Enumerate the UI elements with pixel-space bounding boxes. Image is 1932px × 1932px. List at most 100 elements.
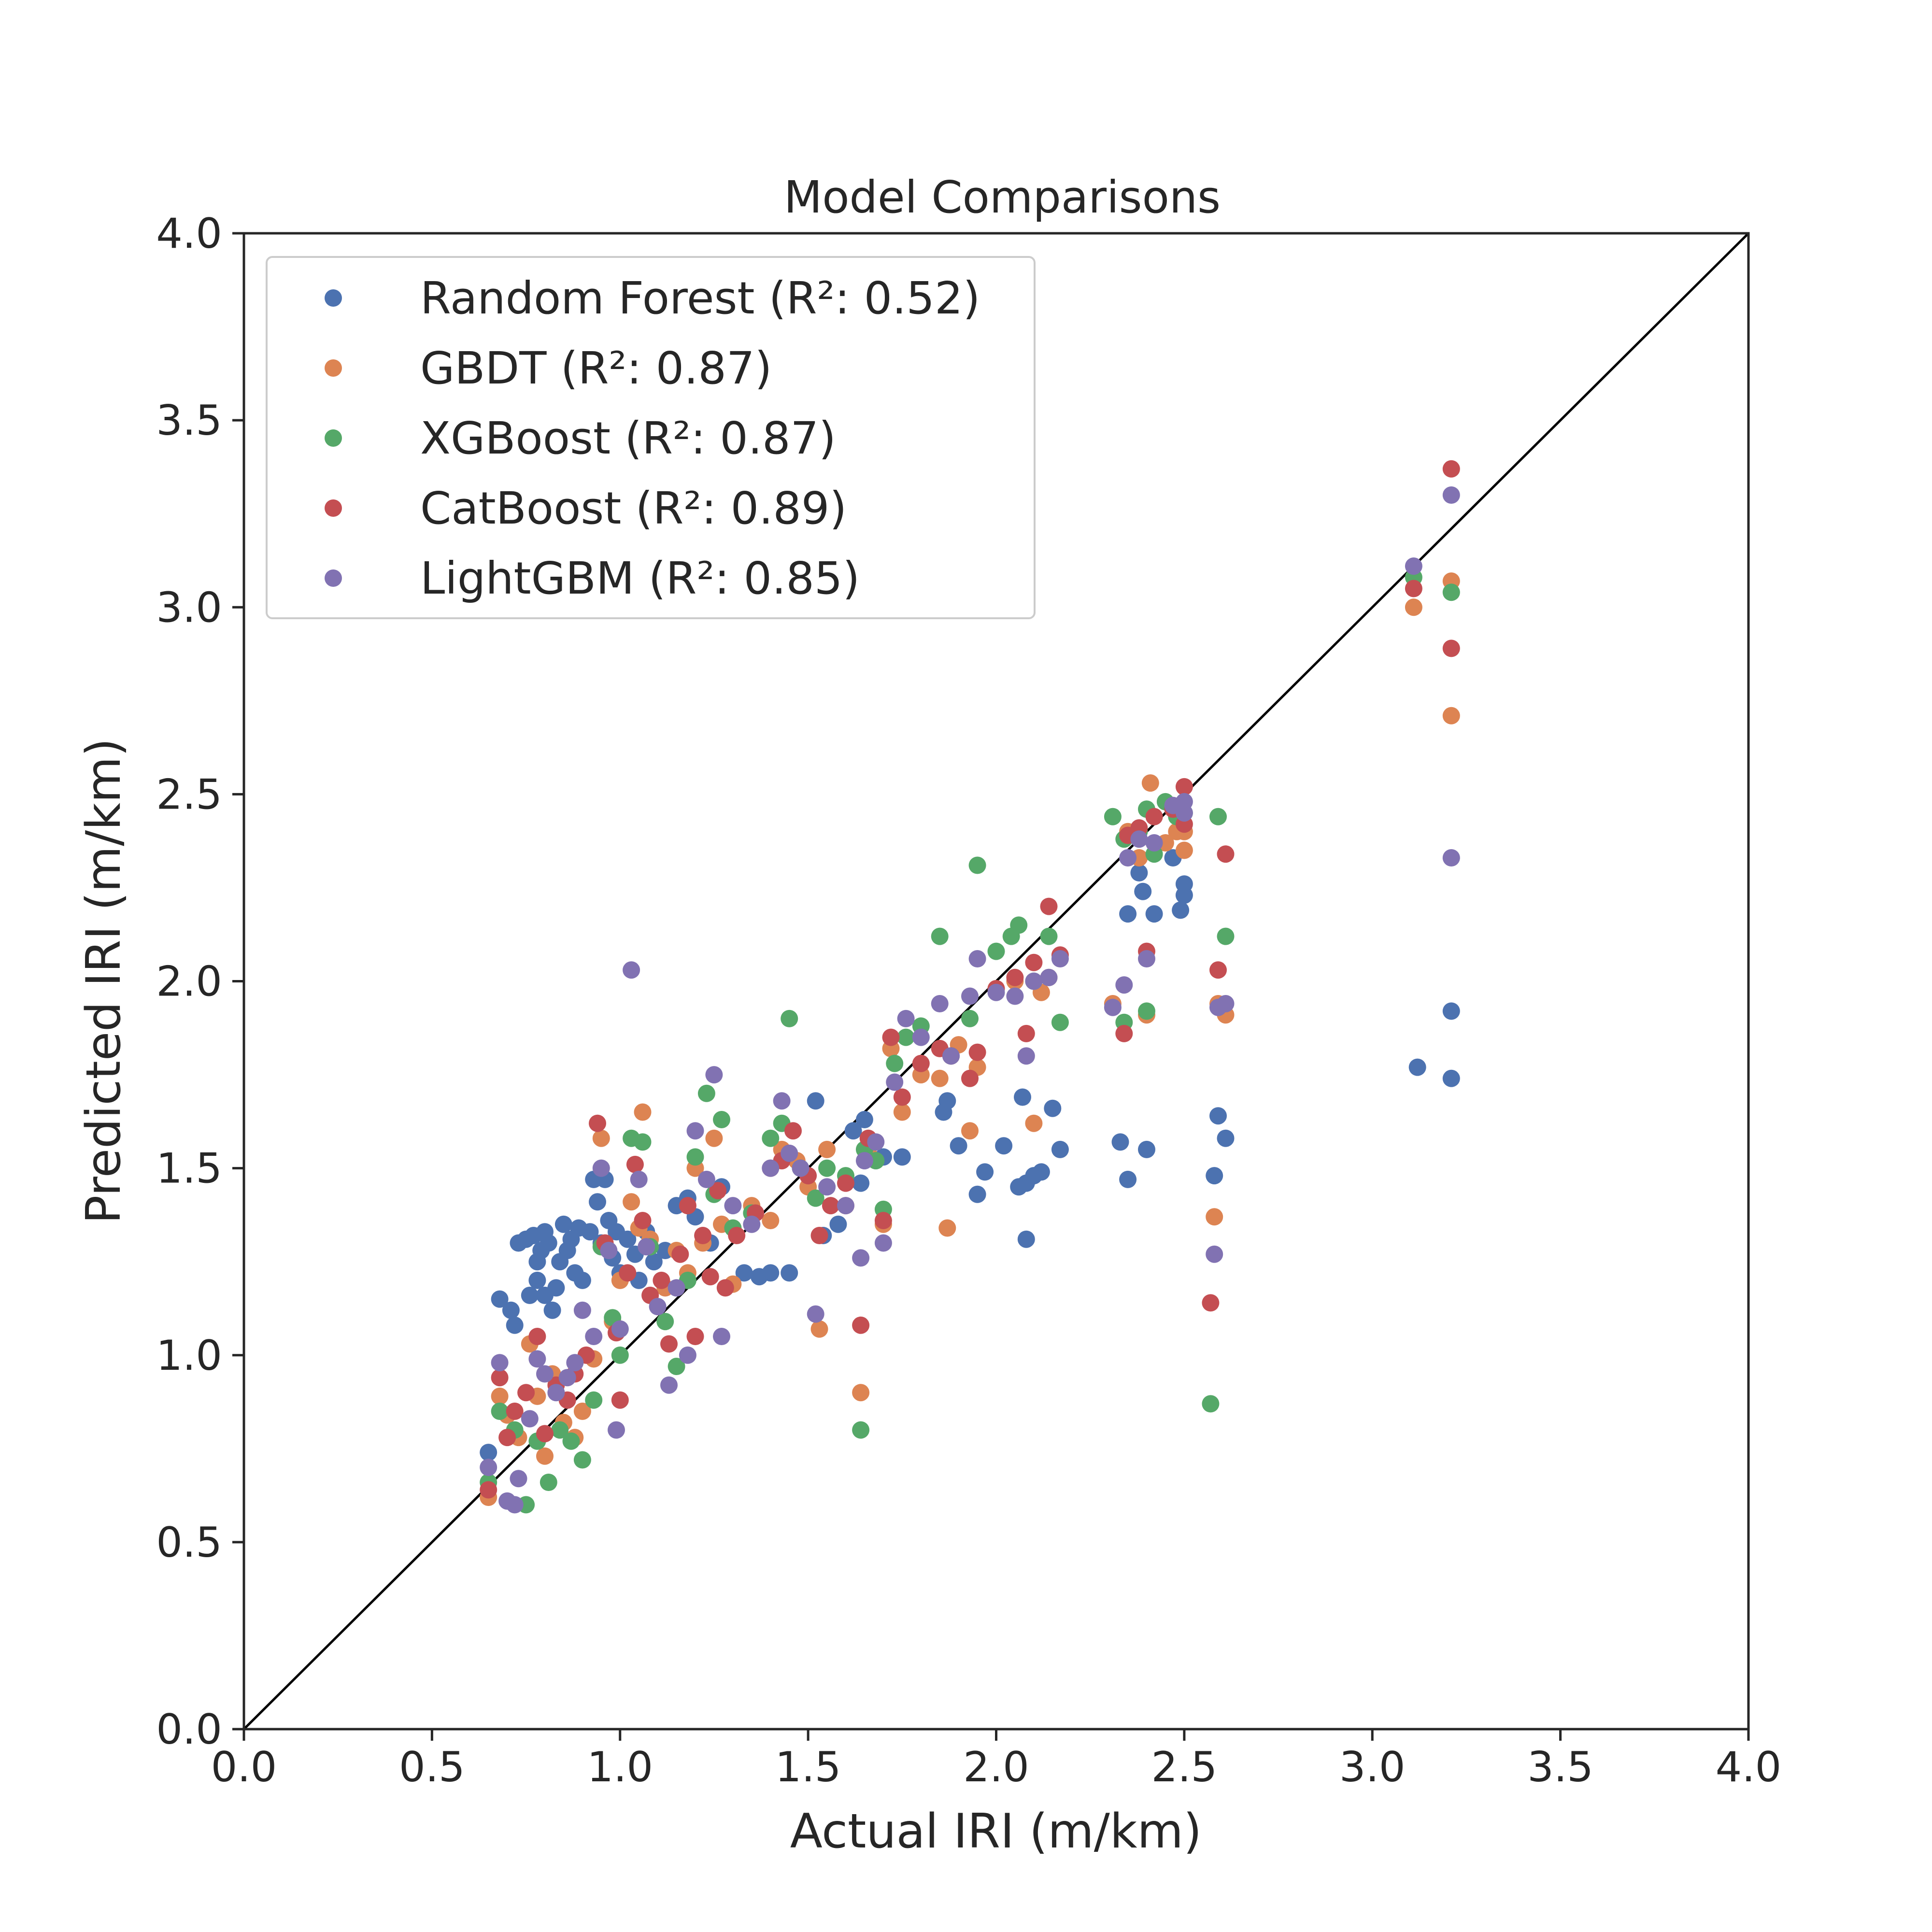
- data-point: [1217, 845, 1235, 863]
- data-point: [1172, 901, 1190, 919]
- data-point: [573, 1451, 591, 1469]
- data-point: [554, 1215, 572, 1233]
- data-point: [645, 1253, 663, 1271]
- legend-label: CatBoost (R²: 0.89): [420, 483, 847, 534]
- legend-marker: [325, 359, 342, 377]
- y-tick-label: 3.5: [156, 397, 222, 445]
- data-point: [528, 1271, 546, 1289]
- data-point: [1051, 950, 1069, 967]
- data-point: [638, 1238, 655, 1256]
- data-point: [762, 1159, 780, 1177]
- data-point: [822, 1197, 839, 1215]
- data-point: [1209, 808, 1227, 825]
- data-point: [1014, 1088, 1031, 1106]
- data-point: [912, 1054, 930, 1072]
- data-point: [585, 1328, 603, 1345]
- data-point: [1442, 460, 1460, 478]
- data-point: [781, 1009, 798, 1027]
- y-tick-label: 3.0: [156, 583, 222, 632]
- data-point: [968, 1043, 986, 1061]
- y-tick-label: 2.0: [156, 958, 222, 1006]
- data-point: [852, 1249, 870, 1267]
- data-point: [807, 1305, 824, 1323]
- data-point: [1138, 950, 1155, 967]
- data-point: [1141, 774, 1159, 792]
- data-point: [844, 1122, 862, 1140]
- data-point: [1130, 864, 1148, 881]
- data-point: [950, 1137, 967, 1155]
- data-point: [743, 1215, 761, 1233]
- data-point: [792, 1159, 810, 1177]
- data-point: [882, 1028, 900, 1046]
- data-point: [1206, 1245, 1223, 1263]
- data-point: [837, 1174, 854, 1192]
- data-point: [498, 1429, 516, 1447]
- data-point: [1206, 1167, 1223, 1185]
- data-point: [543, 1301, 561, 1319]
- data-point: [852, 1384, 870, 1402]
- data-point: [540, 1474, 557, 1491]
- data-point: [1175, 804, 1193, 822]
- data-point: [762, 1129, 780, 1147]
- data-point: [893, 1148, 911, 1166]
- data-point: [810, 1227, 828, 1244]
- data-point: [653, 1271, 670, 1289]
- data-point: [968, 950, 986, 967]
- data-point: [1017, 1024, 1035, 1042]
- y-tick-label: 2.5: [156, 770, 222, 819]
- data-point: [517, 1384, 535, 1402]
- data-point: [1442, 1002, 1460, 1020]
- data-point: [510, 1470, 527, 1488]
- y-tick-label: 1.5: [156, 1145, 222, 1193]
- data-point: [912, 1028, 930, 1046]
- data-point: [781, 1144, 798, 1162]
- data-point: [1032, 1163, 1050, 1181]
- x-tick-label: 0.5: [399, 1743, 465, 1791]
- data-point: [987, 942, 1005, 960]
- data-point: [1202, 1294, 1220, 1312]
- x-tick-label: 3.5: [1527, 1743, 1593, 1791]
- data-point: [547, 1384, 565, 1402]
- data-point: [886, 1073, 904, 1091]
- data-point: [660, 1376, 678, 1394]
- data-point: [1051, 1140, 1069, 1158]
- data-point: [521, 1410, 539, 1428]
- data-point: [705, 1129, 723, 1147]
- data-point: [502, 1301, 520, 1319]
- data-point: [1040, 897, 1058, 915]
- data-point: [491, 1290, 509, 1308]
- data-point: [987, 983, 1005, 1001]
- legend-items: Random Forest (R²: 0.52) GBDT (R²: 0.87) X…: [325, 272, 980, 604]
- data-point: [701, 1268, 719, 1286]
- data-point: [573, 1271, 591, 1289]
- data-point: [611, 1346, 629, 1364]
- data-point: [1040, 968, 1058, 986]
- data-point: [623, 961, 640, 979]
- data-point: [1134, 882, 1152, 900]
- legend-marker: [325, 429, 342, 447]
- data-point: [649, 1298, 667, 1316]
- data-point: [1145, 834, 1163, 852]
- data-point: [713, 1328, 730, 1345]
- data-point: [536, 1447, 554, 1465]
- data-point: [634, 1103, 652, 1121]
- data-point: [855, 1152, 873, 1170]
- data-point: [506, 1402, 524, 1420]
- data-point: [784, 1122, 802, 1140]
- data-point: [634, 1212, 652, 1229]
- data-point: [600, 1242, 618, 1259]
- data-point: [1010, 916, 1028, 934]
- data-point: [686, 1148, 704, 1166]
- data-point: [528, 1328, 546, 1345]
- data-point: [1442, 639, 1460, 657]
- data-point: [724, 1197, 742, 1215]
- data-point: [1145, 905, 1163, 923]
- x-tick-label: 1.5: [775, 1743, 841, 1791]
- x-tick-label: 2.5: [1151, 1743, 1217, 1791]
- data-point: [968, 856, 986, 874]
- data-point: [1025, 972, 1043, 990]
- data-point: [897, 1009, 915, 1027]
- data-point: [623, 1193, 640, 1211]
- data-point: [592, 1159, 610, 1177]
- data-point: [961, 1069, 979, 1087]
